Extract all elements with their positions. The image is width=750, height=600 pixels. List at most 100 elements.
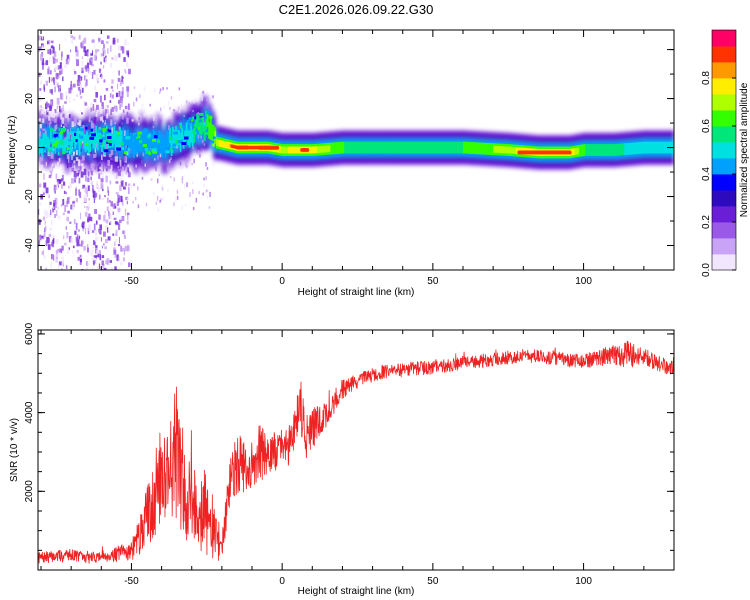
heatmap-cell [177, 140, 183, 144]
heatmap-cell [143, 87, 146, 91]
heatmap-cell [352, 141, 355, 154]
heatmap-cell [84, 82, 87, 88]
heatmap-cell [40, 164, 43, 172]
heatmap-cell [159, 200, 161, 203]
heatmap-cell [71, 178, 74, 184]
heatmap-cell [88, 198, 90, 201]
heatmap-cell [85, 212, 88, 217]
heatmap-cell [39, 124, 42, 151]
heatmap-cell [121, 216, 125, 221]
heatmap-cell [203, 122, 206, 141]
heatmap-cell [49, 89, 53, 94]
colorbar-cell [712, 196, 736, 199]
heatmap-cell [186, 182, 188, 188]
heatmap-cell [50, 127, 52, 143]
heatmap-cell [203, 177, 205, 181]
heatmap-cell [39, 156, 43, 162]
heatmap-cell [53, 77, 55, 84]
heatmap-cell [94, 42, 96, 49]
heatmap-cell [505, 146, 508, 154]
heatmap-cell [54, 214, 56, 218]
heatmap-cell [48, 76, 50, 83]
heatmap-cell [210, 140, 215, 144]
heatmap-cell [48, 201, 50, 208]
heatmap-cell [463, 144, 465, 151]
heatmap-cell [202, 192, 204, 196]
heatmap-cell [441, 141, 444, 154]
heatmap-cell [139, 148, 143, 152]
heatmap-cell [126, 86, 130, 92]
colorbar-cell [712, 78, 736, 81]
heatmap-cell [39, 131, 41, 137]
heatmap-cell [365, 141, 367, 154]
heatmap-cell [185, 122, 188, 139]
heatmap-cell [75, 57, 77, 61]
colorbar-cell [712, 162, 736, 165]
heatmap-cell [649, 141, 652, 154]
heatmap-cell [461, 141, 464, 154]
colorbar-cell [712, 182, 736, 185]
heatmap-cell [203, 183, 205, 187]
heatmap-cell [119, 79, 122, 86]
heatmap-cell [60, 161, 64, 164]
heatmap-cell [81, 87, 84, 93]
heatmap-cell [192, 189, 194, 194]
heatmap-cell [86, 49, 89, 53]
colorbar-cell [712, 238, 736, 241]
heatmap-cell [50, 261, 52, 269]
heatmap-cell [81, 56, 83, 59]
colorbar-cell [712, 54, 736, 57]
spectrogram-y-axis-label: Frequency (Hz) [7, 116, 18, 185]
heatmap-cell [145, 128, 147, 146]
snr-background [38, 330, 674, 570]
heatmap-cell [117, 194, 120, 197]
heatmap-cell [38, 240, 41, 246]
heatmap-cell [279, 146, 281, 153]
colorbar-cell [712, 218, 736, 221]
heatmap-cell [85, 64, 88, 72]
heatmap-cell [195, 128, 198, 132]
heatmap-cell [107, 139, 113, 143]
heatmap-cell [61, 151, 66, 155]
heatmap-cell [464, 144, 467, 152]
heatmap-cell [123, 230, 126, 238]
heatmap-cell [148, 137, 150, 156]
heatmap-cell [41, 251, 44, 255]
heatmap-cell [75, 157, 79, 162]
heatmap-cell [105, 88, 109, 91]
heatmap-cell [56, 129, 59, 133]
colorbar-cell [712, 100, 736, 103]
heatmap-cell [87, 171, 90, 177]
heatmap-cell [119, 184, 122, 191]
heatmap-cell [93, 123, 95, 129]
heatmap-cell [122, 109, 125, 113]
heatmap-cell [49, 232, 51, 236]
heatmap-cell [63, 190, 66, 194]
spectrogram-panel: -50 0 50 100 -40 -20 0 20 40 Height of straight… [7, 29, 675, 298]
colorbar-cell [712, 188, 736, 191]
heatmap-cell [372, 141, 375, 154]
heatmap-cell [351, 141, 354, 154]
heatmap-cell [100, 178, 104, 183]
heatmap-cell [339, 144, 342, 152]
heatmap-cell [104, 119, 106, 124]
heatmap-cell [78, 91, 80, 96]
heatmap-cell [466, 144, 468, 152]
heatmap-cell [65, 191, 67, 195]
heatmap-cell [94, 54, 97, 61]
heatmap-cell [639, 142, 642, 154]
colorbar-cell [712, 42, 736, 45]
heatmap-cell [96, 181, 98, 188]
heatmap-cell [105, 175, 108, 183]
heatmap-cell [470, 144, 473, 152]
heatmap-cell [39, 105, 42, 108]
heatmap-cell [70, 128, 75, 132]
colorbar-cell [712, 264, 736, 267]
heatmap-cell [123, 130, 127, 136]
heatmap-cell [45, 211, 49, 219]
heatmap-cell [99, 116, 103, 121]
heatmap-cell [120, 161, 122, 168]
heatmap-cell [130, 185, 133, 190]
heatmap-cell [621, 143, 624, 156]
colorbar-cell [712, 260, 736, 263]
